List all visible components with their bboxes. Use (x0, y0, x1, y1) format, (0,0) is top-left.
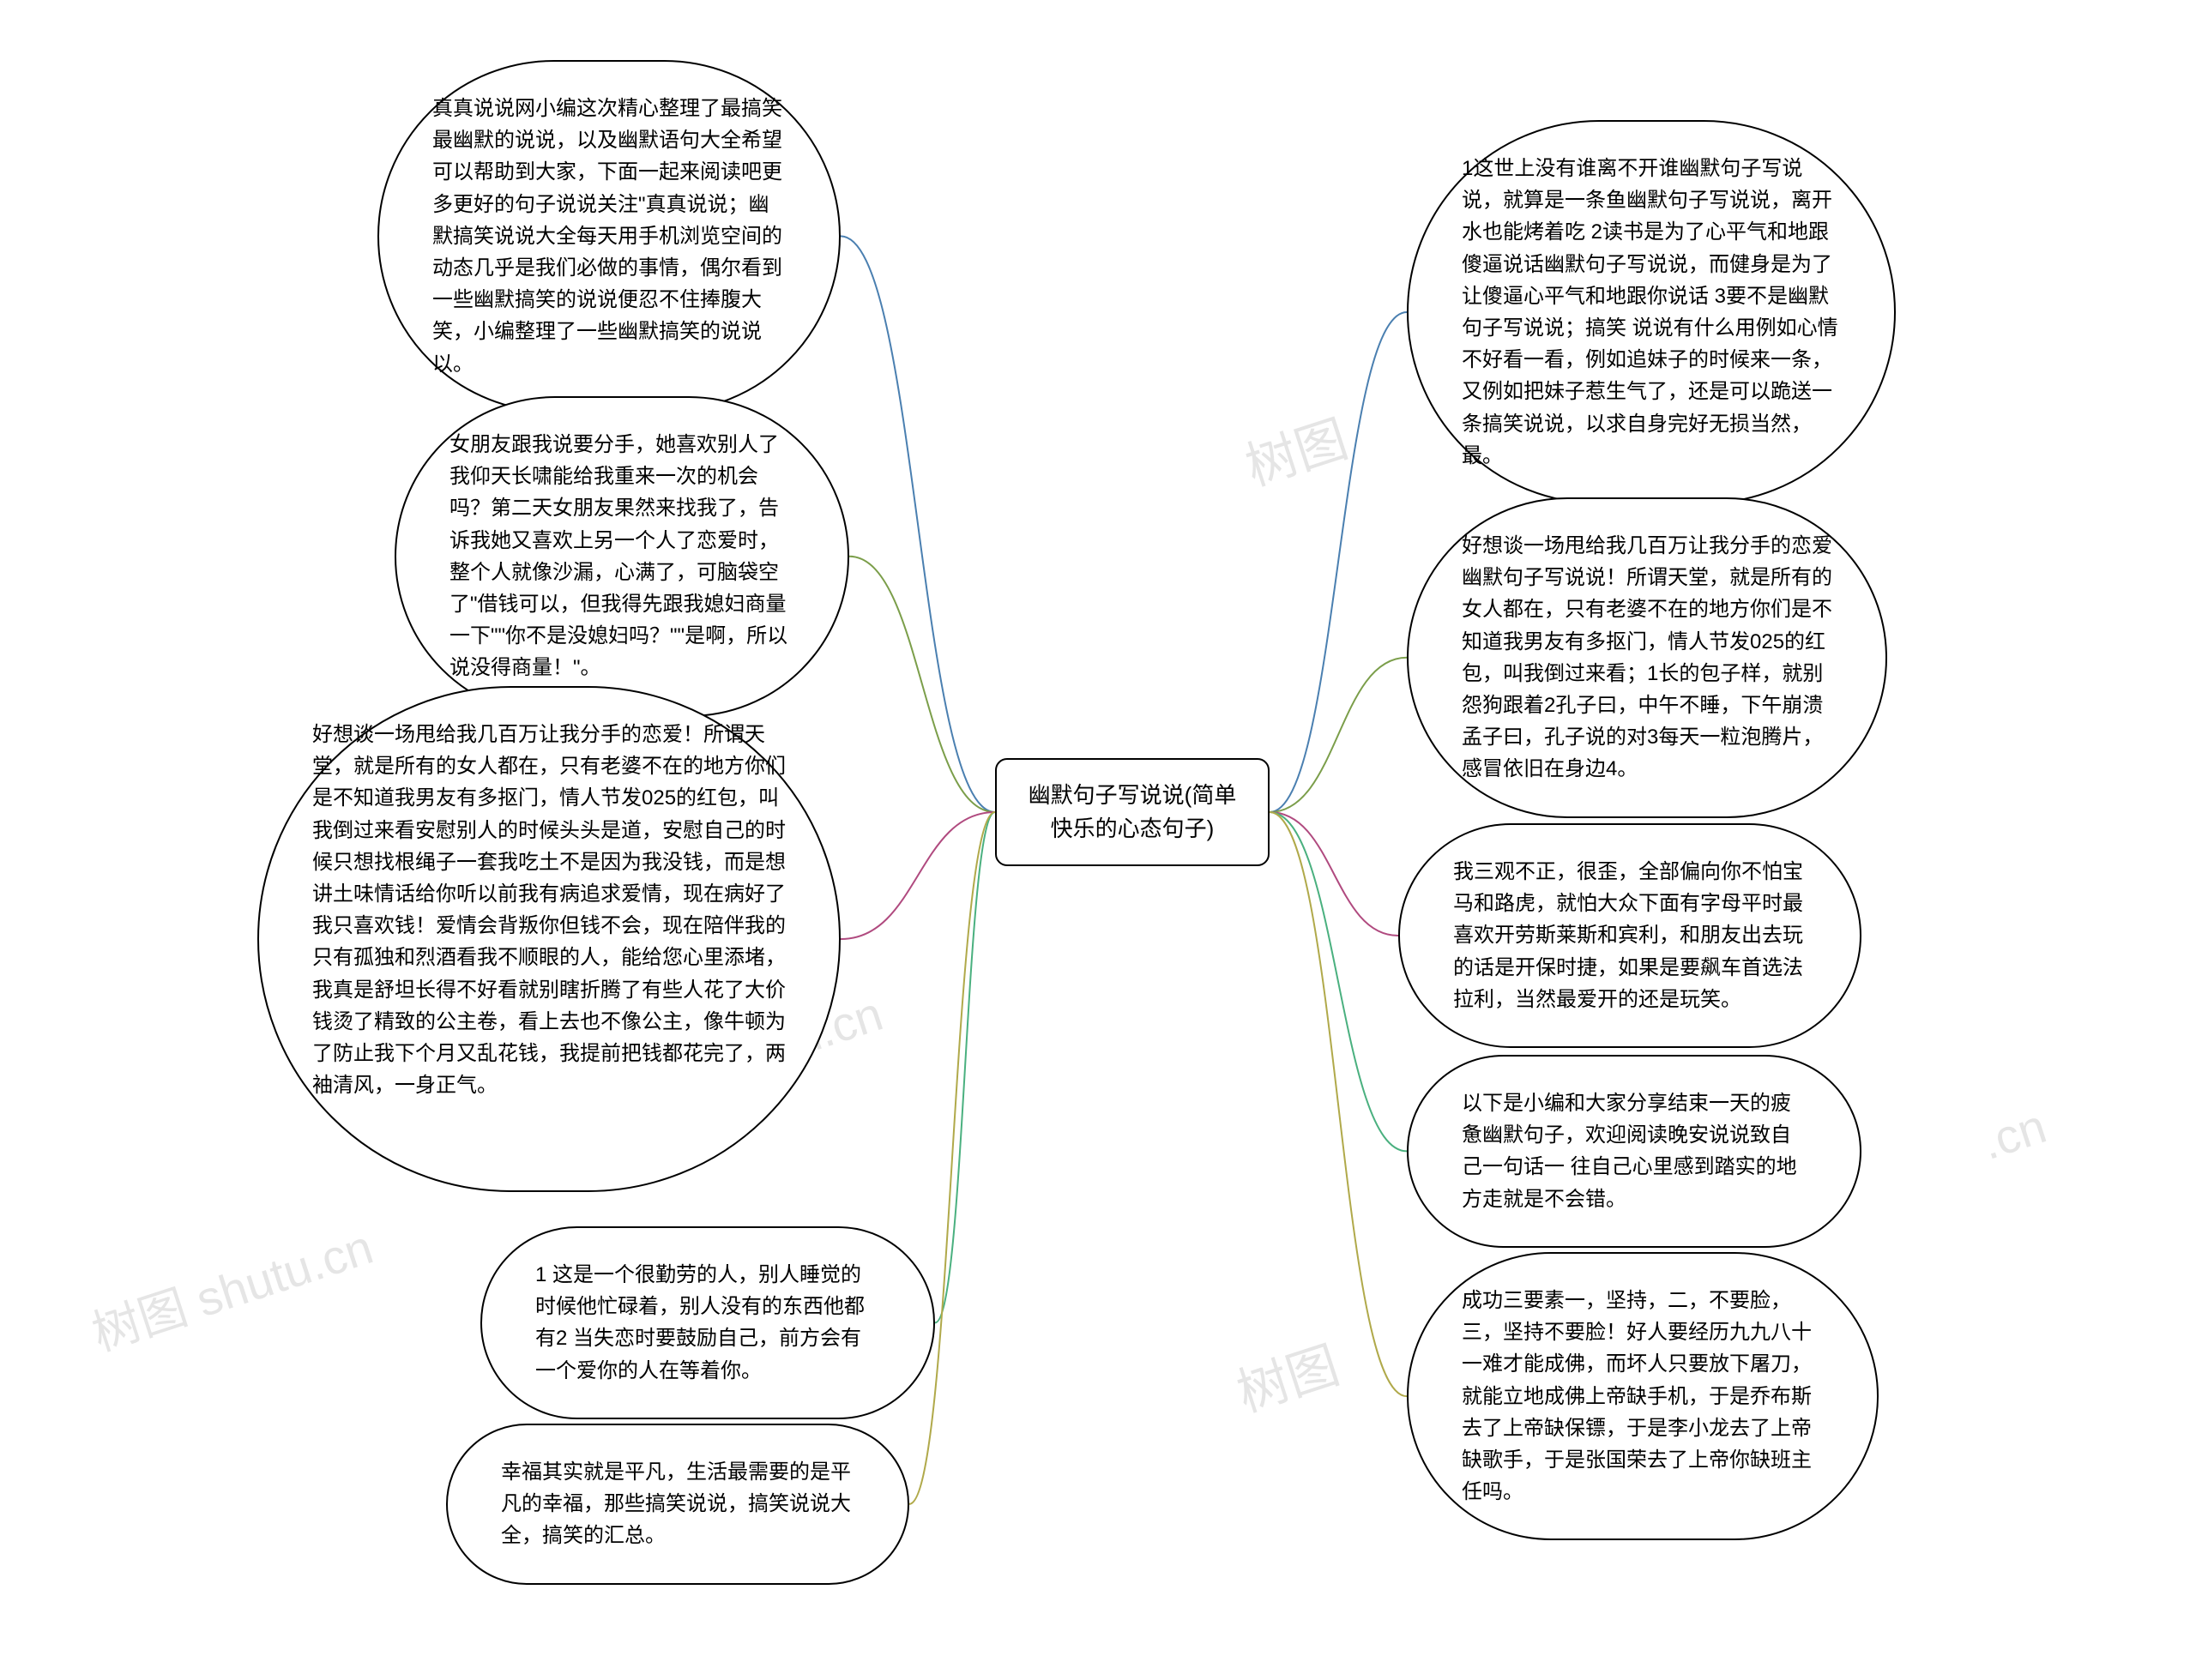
watermark: 树图 shutu.cn (82, 1209, 381, 1365)
connector-l2 (849, 557, 995, 812)
connector-r5 (1270, 812, 1407, 1396)
connector-l4 (935, 812, 995, 1322)
connector-r2 (1270, 658, 1407, 812)
leaf-node-text: 我三观不正，很歪，全部偏向你不怕宝马和路虎，就怕大众下面有字母平时最喜欢开劳斯莱… (1453, 860, 1803, 1011)
leaf-node-text: 女朋友跟我说要分手，她喜欢别人了我仰天长啸能给我重来一次的机会吗？第二天女朋友果… (449, 433, 787, 679)
leaf-node-text: 好想谈一场甩给我几百万让我分手的恋爱！所谓天堂，就是所有的女人都在，只有老婆不在… (312, 723, 786, 1097)
leaf-node-r1: 1这世上没有谁离不开谁幽默句子写说说，就算是一条鱼幽默句子写说说，离开水也能烤着… (1407, 120, 1896, 504)
leaf-node-r5: 成功三要素一，坚持，二，不要脸，三，坚持不要脸！好人要经历九九八十一难才能成佛，… (1407, 1252, 1879, 1540)
leaf-node-r4: 以下是小编和大家分享结束一天的疲惫幽默句子，欢迎阅读晚安说说致自己一句话一 往自… (1407, 1055, 1861, 1248)
leaf-node-text: 1这世上没有谁离不开谁幽默句子写说说，就算是一条鱼幽默句子写说说，离开水也能烤着… (1462, 157, 1838, 467)
leaf-node-text: 幸福其实就是平凡，生活最需要的是平凡的幸福，那些搞笑说说，搞笑说说大全，搞笑的汇… (501, 1460, 851, 1547)
leaf-node-text: 以下是小编和大家分享结束一天的疲惫幽默句子，欢迎阅读晚安说说致自己一句话一 往自… (1462, 1092, 1797, 1211)
center-node: 幽默句子写说说(简单快乐的心态句子) (995, 758, 1270, 866)
leaf-node-text: 成功三要素一，坚持，二，不要脸，三，坚持不要脸！好人要经历九九八十一难才能成佛，… (1462, 1289, 1812, 1503)
connector-r4 (1270, 812, 1407, 1151)
leaf-node-l1: 真真说说网小编这次精心整理了最搞笑最幽默的说说，以及幽默语句大全希望可以帮助到大… (377, 60, 841, 412)
watermark: 树图 (1226, 1324, 1347, 1427)
leaf-node-text: 1 这是一个很勤劳的人，别人睡觉的时候他忙碌着，别人没有的东西他都有2 当失恋时… (535, 1263, 865, 1382)
connector-l1 (841, 236, 995, 812)
leaf-node-l5: 幸福其实就是平凡，生活最需要的是平凡的幸福，那些搞笑说说，搞笑说说大全，搞笑的汇… (446, 1424, 909, 1585)
connector-l3 (841, 812, 995, 939)
watermark: .cn (1975, 1098, 2053, 1171)
watermark: 树图 (1234, 398, 1355, 501)
connector-l5 (909, 812, 995, 1504)
leaf-node-r2: 好想谈一场甩给我几百万让我分手的恋爱幽默句子写说说！所谓天堂，就是所有的女人都在… (1407, 497, 1887, 818)
leaf-node-l4: 1 这是一个很勤劳的人，别人睡觉的时候他忙碌着，别人没有的东西他都有2 当失恋时… (480, 1226, 935, 1419)
center-node-text: 幽默句子写说说(简单快乐的心态句子) (1029, 782, 1237, 841)
leaf-node-l2: 女朋友跟我说要分手，她喜欢别人了我仰天长啸能给我重来一次的机会吗？第二天女朋友果… (395, 396, 849, 717)
leaf-node-text: 真真说说网小编这次精心整理了最搞笑最幽默的说说，以及幽默语句大全希望可以帮助到大… (432, 97, 782, 376)
leaf-node-text: 好想谈一场甩给我几百万让我分手的恋爱幽默句子写说说！所谓天堂，就是所有的女人都在… (1462, 534, 1832, 780)
leaf-node-r3: 我三观不正，很歪，全部偏向你不怕宝马和路虎，就怕大众下面有字母平时最喜欢开劳斯莱… (1398, 823, 1861, 1048)
leaf-node-l3: 好想谈一场甩给我几百万让我分手的恋爱！所谓天堂，就是所有的女人都在，只有老婆不在… (257, 686, 841, 1192)
connector-r3 (1270, 812, 1398, 936)
connector-r1 (1270, 312, 1407, 812)
